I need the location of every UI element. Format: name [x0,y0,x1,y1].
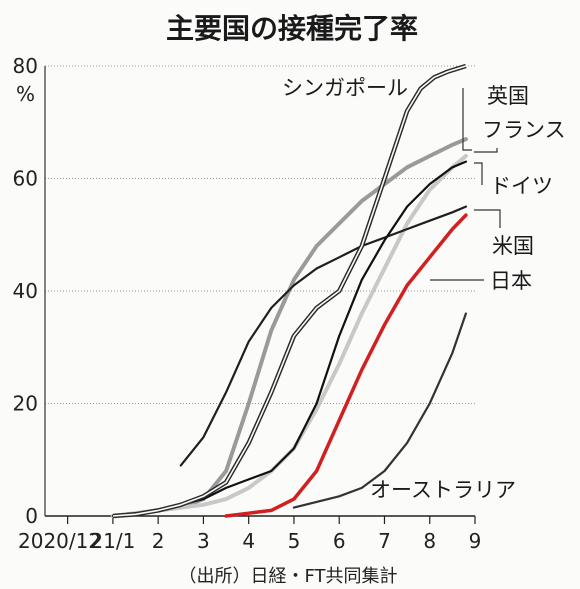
series-line-2 [110,154,468,518]
series-line-4 [179,205,467,467]
series-label-0: シンガポール [282,76,408,100]
x-tick-label: 4 [242,529,255,553]
y-tick-label: 60 [13,167,38,191]
x-tick-label: 5 [288,529,301,553]
x-tick-label: 9 [469,529,482,553]
x-tick-label: 2020/12 [18,529,101,553]
x-tick-label: 21/1 [90,529,135,553]
x-tick-label: 6 [333,529,346,553]
source-note: （出所）日経・FT共同集計 [178,566,397,587]
series-label-3: ドイツ [490,174,553,198]
series-lines [110,63,468,519]
label-leader-line [474,209,501,228]
x-tick-label: 7 [378,529,391,553]
series-line-1 [110,137,468,518]
y-tick-label: 40 [13,279,38,303]
series-label-6: オーストラリア [370,478,516,502]
series-label-1: 英国 [487,84,529,108]
series-label-4: 米国 [492,234,534,258]
series-line-0-inner [112,65,467,517]
y-tick-labels: 0 20 40 60 80 [13,54,38,528]
label-leader-line [474,162,483,185]
y-tick-label: 20 [13,392,38,416]
series-line-6 [292,312,467,509]
x-tick-label: 3 [197,529,210,553]
y-tick-label: 0 [25,504,38,528]
label-leader-line [474,148,498,153]
x-tick-label: 8 [423,529,436,553]
grid-lines [44,65,475,517]
y-axis-unit: % [16,82,35,106]
series-label-5: 日本 [490,269,532,293]
series-label-2: フランス [482,118,566,142]
label-leader-line [462,88,472,151]
series-line-5 [224,213,468,518]
chart-title: 主要国の接種完了率 [166,12,418,45]
y-tick-label: 80 [13,54,38,78]
x-tick-label: 2 [152,529,165,553]
